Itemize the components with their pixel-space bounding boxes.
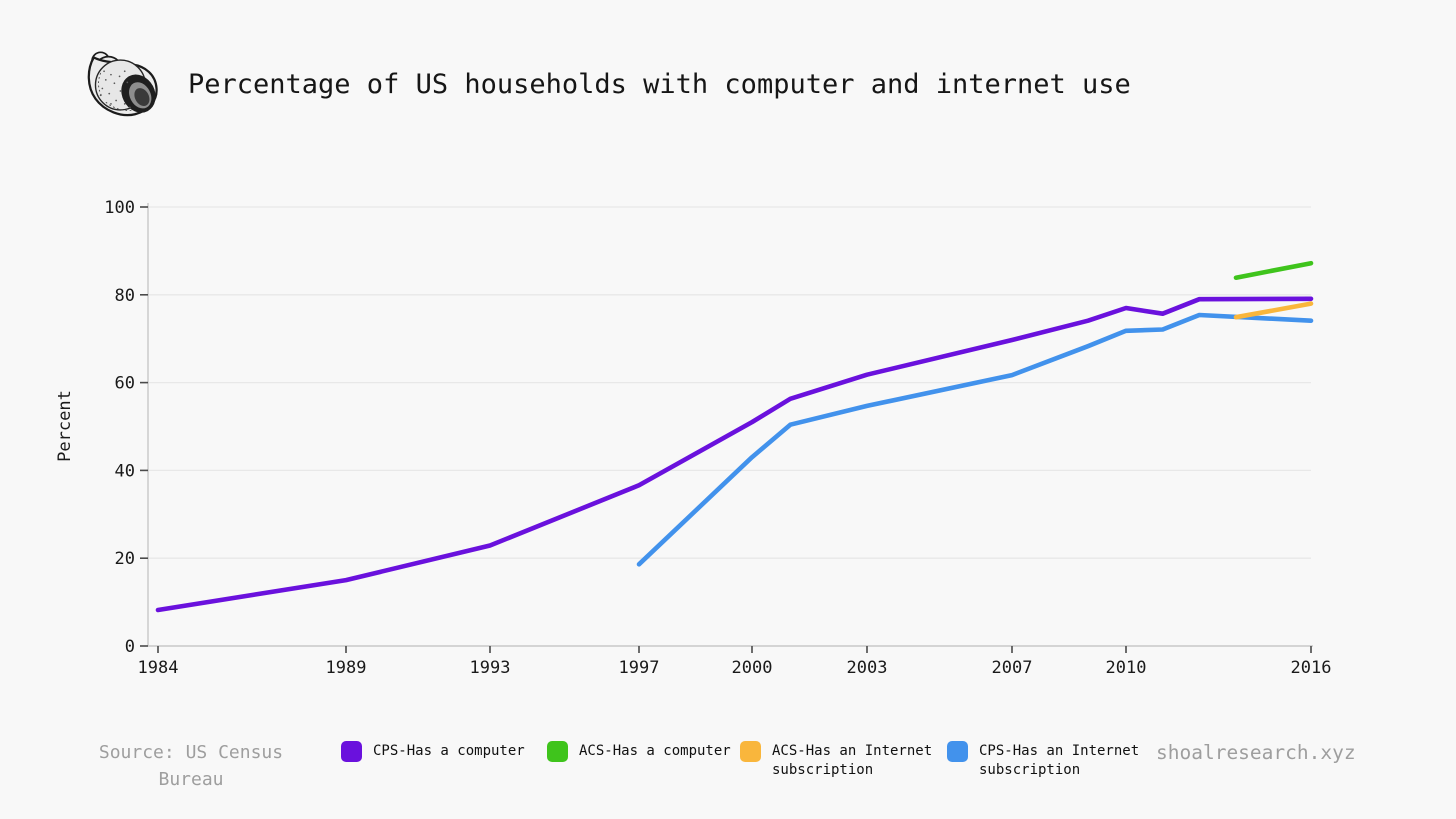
legend-item-cps-has-a-computer: CPS-Has a computer xyxy=(341,740,525,762)
legend-label: ACS-Has a computer xyxy=(579,743,731,759)
x-axis: 1984 1989 1993 1997 2000 2003 2007 2010 2016 xyxy=(138,645,1332,678)
legend-swatch-acs-internet xyxy=(740,741,761,762)
legend-swatch-cps-computer xyxy=(341,741,362,762)
y-tick-label: 60 xyxy=(115,374,135,394)
legend-item-acs-has-a-computer: ACS-Has a computer xyxy=(547,740,731,762)
legend-label: CPS-Has a computer xyxy=(373,743,525,759)
legend-item-acs-internet-subscription: ACS-Has an Internet subscription xyxy=(740,740,948,780)
y-tick-label: 0 xyxy=(125,637,135,657)
y-tick-label: 20 xyxy=(115,549,135,569)
y-axis: 0 20 40 60 80 100 Percent xyxy=(55,198,149,657)
legend-label: CPS-Has an Internet subscription xyxy=(979,743,1140,778)
y-tick-label: 80 xyxy=(115,286,135,306)
source-line-2: Bureau xyxy=(158,769,224,790)
series-line-cps-has-a-computer xyxy=(155,296,1314,613)
page-title: Percentage of US households with compute… xyxy=(188,69,1131,100)
x-tick-label: 2000 xyxy=(732,658,773,678)
series-line-cps-has-an-internet-subscription xyxy=(636,312,1314,567)
stipple-dots xyxy=(99,70,131,109)
y-tick-label: 40 xyxy=(115,461,135,481)
x-tick-label: 2007 xyxy=(992,658,1033,678)
x-tick-label: 2016 xyxy=(1291,658,1332,678)
x-tick-label: 2010 xyxy=(1106,658,1147,678)
gridlines xyxy=(148,206,1311,559)
series-line-acs-has-a-computer xyxy=(1233,260,1314,281)
legend-item-cps-internet-subscription: CPS-Has an Internet subscription xyxy=(947,740,1155,780)
x-tick-label: 1993 xyxy=(470,658,511,678)
x-tick-label: 2003 xyxy=(847,658,888,678)
y-axis-title: Percent xyxy=(55,390,75,462)
source-credit: Source: US Census Bureau xyxy=(90,739,292,793)
x-tick-label: 1989 xyxy=(326,658,367,678)
x-tick-label: 1997 xyxy=(619,658,660,678)
legend-swatch-acs-computer xyxy=(547,741,568,762)
legend-label: ACS-Has an Internet subscription xyxy=(772,743,933,778)
watermark-link[interactable]: shoalresearch.xyz xyxy=(1156,741,1356,764)
x-tick-label: 1984 xyxy=(138,658,179,678)
source-line-1: Source: US Census xyxy=(98,742,284,763)
legend-swatch-cps-internet xyxy=(947,741,968,762)
snail-shell-logo xyxy=(87,51,158,117)
y-tick-label: 100 xyxy=(104,198,135,218)
series-line-acs-has-an-internet-subscription xyxy=(1233,301,1314,320)
